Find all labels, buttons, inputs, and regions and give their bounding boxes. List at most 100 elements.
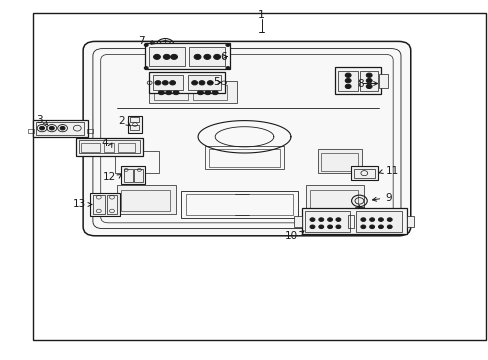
- Circle shape: [378, 218, 383, 221]
- Bar: [90, 193, 120, 216]
- Circle shape: [345, 78, 350, 83]
- Circle shape: [360, 218, 365, 221]
- Text: 5: 5: [212, 77, 219, 87]
- Circle shape: [60, 126, 65, 130]
- Bar: [115, 151, 159, 173]
- Bar: [154, 85, 188, 100]
- Bar: [350, 166, 377, 180]
- Bar: [317, 149, 361, 173]
- Circle shape: [203, 54, 210, 59]
- Bar: [121, 166, 144, 184]
- Circle shape: [378, 225, 383, 229]
- Bar: [181, 191, 298, 218]
- Bar: [162, 50, 168, 53]
- Bar: [130, 125, 139, 130]
- Bar: [185, 194, 293, 215]
- Bar: [152, 75, 183, 90]
- Text: 7: 7: [138, 36, 144, 46]
- Circle shape: [318, 225, 323, 229]
- Bar: [193, 85, 227, 100]
- Circle shape: [212, 90, 218, 95]
- Bar: [187, 75, 220, 90]
- Bar: [149, 81, 237, 103]
- Bar: [104, 143, 114, 152]
- Text: 11: 11: [385, 166, 398, 176]
- Bar: [87, 129, 93, 133]
- Bar: [118, 143, 135, 152]
- Bar: [309, 190, 358, 211]
- Circle shape: [335, 218, 340, 221]
- Bar: [148, 47, 185, 66]
- Circle shape: [165, 90, 171, 95]
- Circle shape: [318, 218, 323, 221]
- Circle shape: [327, 218, 332, 221]
- Bar: [149, 72, 224, 93]
- Circle shape: [345, 84, 350, 89]
- Circle shape: [204, 90, 210, 95]
- Circle shape: [309, 225, 314, 229]
- Circle shape: [360, 225, 365, 229]
- Bar: [294, 216, 301, 227]
- Circle shape: [225, 44, 229, 46]
- Bar: [79, 140, 140, 153]
- Text: 9: 9: [385, 193, 392, 203]
- Bar: [81, 143, 100, 152]
- Circle shape: [40, 126, 44, 130]
- Bar: [205, 146, 283, 169]
- Text: 3: 3: [36, 115, 43, 125]
- Circle shape: [366, 73, 371, 77]
- Bar: [334, 67, 381, 94]
- Text: 1: 1: [258, 10, 264, 20]
- Bar: [130, 117, 139, 122]
- Circle shape: [327, 225, 332, 229]
- Text: 2: 2: [118, 116, 124, 126]
- Circle shape: [213, 54, 220, 59]
- Bar: [360, 71, 377, 91]
- Bar: [162, 59, 168, 62]
- Circle shape: [197, 90, 203, 95]
- Circle shape: [162, 81, 168, 85]
- Circle shape: [309, 218, 314, 221]
- Circle shape: [225, 67, 229, 69]
- Bar: [162, 53, 168, 56]
- Circle shape: [369, 218, 374, 221]
- Circle shape: [194, 54, 201, 59]
- Text: 13: 13: [73, 199, 86, 210]
- Circle shape: [173, 90, 179, 95]
- Bar: [355, 211, 401, 232]
- Circle shape: [153, 54, 160, 59]
- Bar: [321, 153, 357, 171]
- Bar: [353, 169, 374, 178]
- Bar: [338, 71, 357, 91]
- Circle shape: [386, 225, 391, 229]
- Bar: [305, 185, 364, 214]
- Circle shape: [49, 126, 54, 130]
- Bar: [76, 138, 143, 156]
- Bar: [36, 122, 84, 135]
- Circle shape: [345, 73, 350, 77]
- Bar: [106, 195, 117, 214]
- Circle shape: [366, 78, 371, 83]
- FancyBboxPatch shape: [83, 41, 410, 236]
- Circle shape: [335, 225, 340, 229]
- Bar: [378, 74, 387, 88]
- Text: 6: 6: [220, 51, 226, 62]
- Bar: [123, 169, 132, 182]
- Circle shape: [199, 81, 204, 85]
- Circle shape: [158, 90, 164, 95]
- Bar: [144, 43, 230, 69]
- Text: 12: 12: [102, 172, 116, 182]
- Circle shape: [163, 54, 170, 59]
- Circle shape: [386, 218, 391, 221]
- Circle shape: [170, 54, 177, 59]
- Text: 10: 10: [285, 231, 298, 241]
- Circle shape: [207, 81, 213, 85]
- Bar: [128, 116, 142, 133]
- Bar: [117, 185, 176, 214]
- Bar: [28, 129, 34, 133]
- Bar: [304, 211, 349, 232]
- Bar: [93, 195, 104, 214]
- Text: 4: 4: [102, 138, 108, 148]
- Bar: [33, 120, 88, 137]
- Circle shape: [366, 84, 371, 89]
